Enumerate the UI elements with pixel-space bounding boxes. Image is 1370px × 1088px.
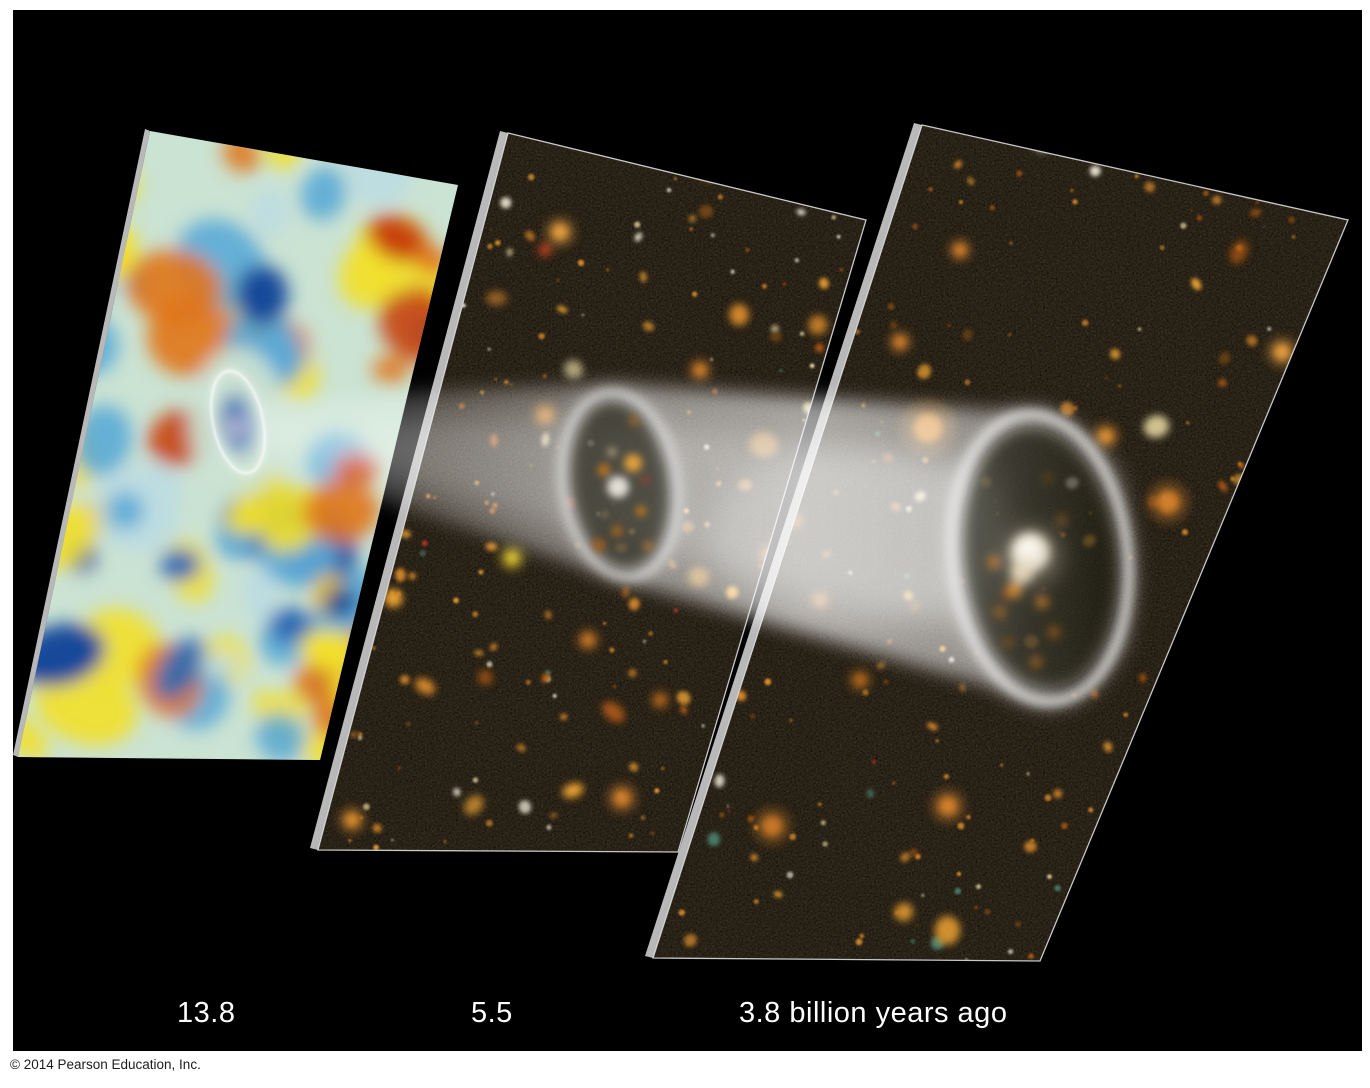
copyright-text: © 2014 Pearson Education, Inc. [10, 1057, 201, 1072]
cluster-mid [593, 417, 652, 551]
label-right-age: 3.8 billion years ago [739, 997, 1008, 1029]
cluster-near [988, 475, 1066, 667]
cmb-annotation-circle [207, 367, 269, 477]
label-mid-age: 5.5 [471, 997, 513, 1029]
light-beam [238, 384, 1132, 702]
panel-edge [13, 129, 150, 757]
label-cmb-age: 13.8 [177, 997, 236, 1029]
